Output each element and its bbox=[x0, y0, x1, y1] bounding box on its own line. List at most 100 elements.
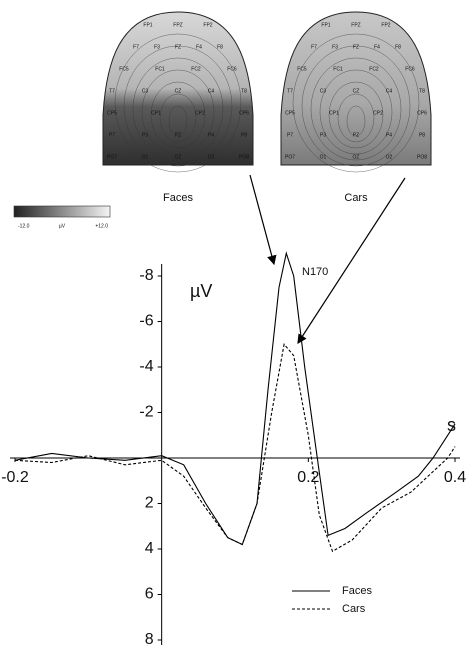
electrode-label: FC6 bbox=[227, 66, 237, 72]
electrode-label: CP6 bbox=[239, 110, 249, 116]
arrow bbox=[249, 174, 277, 266]
contour bbox=[150, 81, 206, 149]
electrode-label: P4 bbox=[386, 132, 392, 138]
y-tick-label: 6 bbox=[145, 586, 154, 603]
map-caption: Cars bbox=[344, 192, 368, 204]
contour bbox=[346, 105, 366, 137]
electrode-label: PO7 bbox=[107, 154, 117, 160]
y-axis-label: µV bbox=[190, 281, 212, 301]
electrode-label: CP1 bbox=[151, 110, 161, 116]
electrode-label: FPZ bbox=[351, 22, 360, 28]
electrode-label: FC1 bbox=[155, 66, 165, 72]
contour bbox=[310, 57, 402, 161]
legend-label: Faces bbox=[342, 585, 372, 597]
scalp-maps: FP1 FPZ FP2 F7 F3 FZ F4 F8 FC5 FC1 FC2 FC6 T7 C3 CZ C4 T… bbox=[102, 11, 432, 204]
contour bbox=[159, 93, 197, 143]
contour bbox=[292, 33, 420, 173]
electrode-label: FC5 bbox=[119, 66, 129, 72]
electrode-label: PO8 bbox=[417, 154, 427, 160]
scalp-map: FP1 FPZ FP2 F7 F3 FZ F4 F8 FC5 FC1 FC2 FC6 T7 C3 CZ C4 T… bbox=[280, 11, 432, 204]
electrode-label: PZ bbox=[353, 132, 359, 138]
head bbox=[280, 11, 432, 166]
contour bbox=[168, 105, 188, 137]
map-caption: Faces bbox=[163, 192, 193, 204]
electrode-label: C3 bbox=[142, 88, 149, 94]
y-tick-label: 8 bbox=[145, 631, 154, 645]
colorbar bbox=[13, 205, 111, 218]
series-line bbox=[14, 343, 456, 553]
x-tick-label: -0.2 bbox=[1, 469, 29, 486]
electrode-label: FP1 bbox=[321, 22, 330, 28]
electrode-label: FC6 bbox=[405, 66, 415, 72]
electrode-label: P3 bbox=[320, 132, 326, 138]
electrode-label: F3 bbox=[332, 44, 338, 50]
electrode-label: PZ bbox=[175, 132, 181, 138]
electrode-label: T8 bbox=[419, 88, 425, 94]
contour bbox=[114, 33, 242, 173]
legend-label: Cars bbox=[342, 603, 366, 615]
head bbox=[102, 11, 254, 166]
electrode-label: P4 bbox=[208, 132, 214, 138]
electrode-label: O1 bbox=[142, 154, 149, 160]
electrode-label: F3 bbox=[154, 44, 160, 50]
electrode-label: CP2 bbox=[195, 110, 205, 116]
electrode-label: FC2 bbox=[369, 66, 379, 72]
contour bbox=[319, 69, 393, 155]
electrode-label: P3 bbox=[142, 132, 148, 138]
y-tick-label: 2 bbox=[145, 495, 154, 512]
arrow bbox=[297, 177, 406, 345]
electrode-label: CZ bbox=[353, 88, 360, 94]
electrode-label: PO8 bbox=[239, 154, 249, 160]
x-tick-label: 0.2 bbox=[297, 469, 319, 486]
y-tick-label: -8 bbox=[139, 267, 153, 284]
contour bbox=[141, 69, 215, 155]
contour bbox=[337, 93, 375, 143]
electrode-label: FPZ bbox=[173, 22, 182, 28]
electrode-label: FZ bbox=[353, 44, 359, 50]
electrode-label: FP2 bbox=[203, 22, 212, 28]
electrode-label: T8 bbox=[241, 88, 247, 94]
y-tick-label: -6 bbox=[139, 313, 153, 330]
series-line bbox=[14, 251, 456, 546]
electrode-label: FZ bbox=[175, 44, 181, 50]
electrode-label: CP1 bbox=[329, 110, 339, 116]
electrode-label: F8 bbox=[217, 44, 223, 50]
electrode-label: P8 bbox=[419, 132, 425, 138]
electrode-label: OZ bbox=[353, 154, 360, 160]
electrode-label: F7 bbox=[311, 44, 317, 50]
electrode-label: F4 bbox=[374, 44, 380, 50]
electrode-label: F4 bbox=[196, 44, 202, 50]
x-tick-label: 0.4 bbox=[444, 469, 466, 486]
y-tick-label: -4 bbox=[139, 358, 153, 375]
electrode-label: F7 bbox=[133, 44, 139, 50]
electrode-label: FC2 bbox=[191, 66, 201, 72]
scalp-map: FP1 FPZ FP2 F7 F3 FZ F4 F8 FC5 FC1 FC2 FC6 T7 C3 CZ C4 T… bbox=[102, 11, 254, 204]
plot: -8 -6 -4 -2 2 4 6 8 -0.2 0.2 0.4 Faces Cars bbox=[1, 251, 466, 645]
electrode-label: PO7 bbox=[285, 154, 295, 160]
electrode-label: FP2 bbox=[381, 22, 390, 28]
electrode-label: O1 bbox=[320, 154, 327, 160]
contour bbox=[123, 45, 233, 167]
electrode-label: T7 bbox=[287, 88, 293, 94]
electrode-label: FC1 bbox=[333, 66, 343, 72]
electrode-label: OZ bbox=[175, 154, 182, 160]
electrode-label: CP5 bbox=[285, 110, 295, 116]
x-axis-label: s bbox=[447, 415, 456, 435]
electrode-label: F8 bbox=[395, 44, 401, 50]
annotation: N170 bbox=[302, 266, 328, 278]
contour bbox=[328, 81, 384, 149]
electrode-label: CP5 bbox=[107, 110, 117, 116]
electrode-label: CZ bbox=[175, 88, 182, 94]
colorbar-max: +12.0 bbox=[95, 223, 108, 229]
electrode-label: P8 bbox=[241, 132, 247, 138]
electrode-label: FC5 bbox=[297, 66, 307, 72]
electrode-label: O2 bbox=[208, 154, 215, 160]
y-tick-label: -2 bbox=[139, 404, 153, 421]
electrode-label: C3 bbox=[320, 88, 327, 94]
electrode-label: C4 bbox=[208, 88, 215, 94]
electrode-label: CP6 bbox=[417, 110, 427, 116]
electrode-label: T7 bbox=[109, 88, 115, 94]
electrode-label: CP2 bbox=[373, 110, 383, 116]
electrode-label: P7 bbox=[287, 132, 293, 138]
